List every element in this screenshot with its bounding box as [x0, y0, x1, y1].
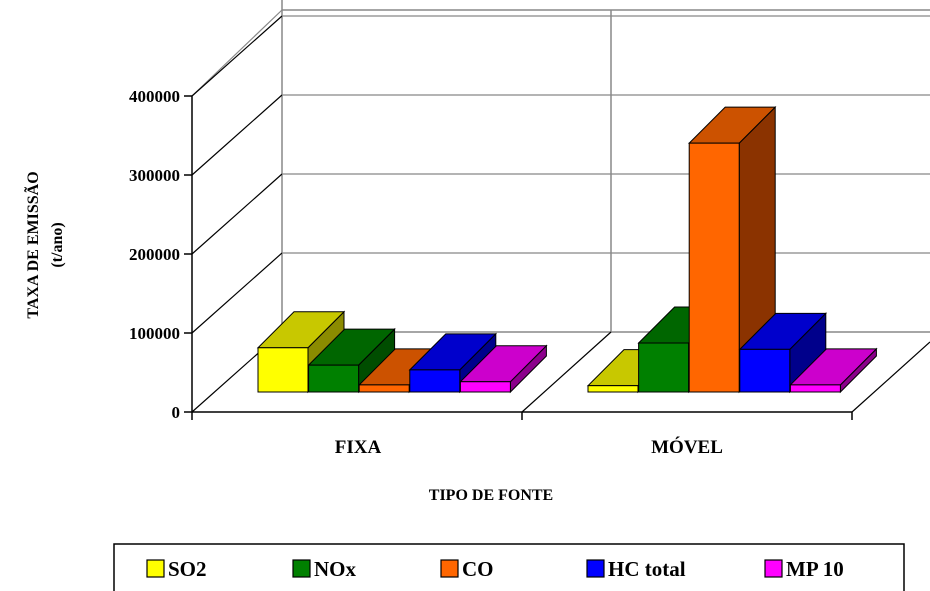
bar-front-face: [638, 342, 690, 393]
gridline-depth: [191, 94, 283, 176]
category-label: FIXA: [335, 437, 382, 458]
legend-label: MP 10: [786, 557, 844, 581]
legend-label: HC total: [608, 557, 686, 581]
bar-co-móvel: [687, 105, 777, 394]
gridline-depth: [191, 173, 283, 255]
floor-depth-right: [851, 341, 930, 413]
bar-hc-total-móvel: [738, 312, 828, 394]
bar-front-face: [358, 384, 410, 393]
category-labels: FIXA MÓVEL: [335, 436, 723, 458]
bar-front-face: [257, 347, 309, 393]
left-wall-top-depth: [191, 9, 283, 97]
legend-label: SO2: [168, 557, 207, 581]
legend-swatch: [292, 559, 311, 578]
y-tick-label: 0: [172, 403, 181, 422]
legend-swatch: [586, 559, 605, 578]
y-axis-unit: (t/ano): [49, 222, 66, 267]
legend-label: CO: [462, 557, 494, 581]
bar-front-face: [409, 369, 461, 393]
category-label: MÓVEL: [651, 436, 723, 458]
gridlines: [184, 15, 930, 413]
bar-front-face: [739, 348, 791, 393]
y-tick-label: 400000: [129, 87, 180, 106]
bar-mp-10-móvel: [789, 347, 878, 394]
legend-swatch: [764, 559, 783, 578]
bar-front-face: [308, 364, 360, 393]
gridline-depth: [191, 252, 283, 334]
bar-front-face: [459, 381, 511, 393]
bar-front-face: [587, 385, 639, 393]
y-tick-label: 300000: [129, 166, 180, 185]
y-axis-label: TAXA DE EMISSÃO: [23, 171, 42, 318]
y-tick-label: 200000: [129, 245, 180, 264]
y-tick-label: 100000: [129, 324, 180, 343]
legend-label: NOx: [314, 557, 357, 581]
x-axis-label: TIPO DE FONTE: [429, 487, 553, 504]
bars: [256, 105, 878, 394]
gridline-depth: [191, 15, 283, 97]
bar-front-face: [688, 142, 740, 393]
bar-mp-10-fixa: [459, 344, 548, 394]
bar-front-face: [789, 384, 841, 393]
legend-swatch: [440, 559, 459, 578]
y-tick-labels: 0 100000 200000 300000 400000: [129, 87, 180, 422]
legend: SO2 NOx CO HC total MP 10: [113, 543, 905, 591]
legend-swatch: [146, 559, 165, 578]
floor-depth-mid: [521, 331, 612, 413]
